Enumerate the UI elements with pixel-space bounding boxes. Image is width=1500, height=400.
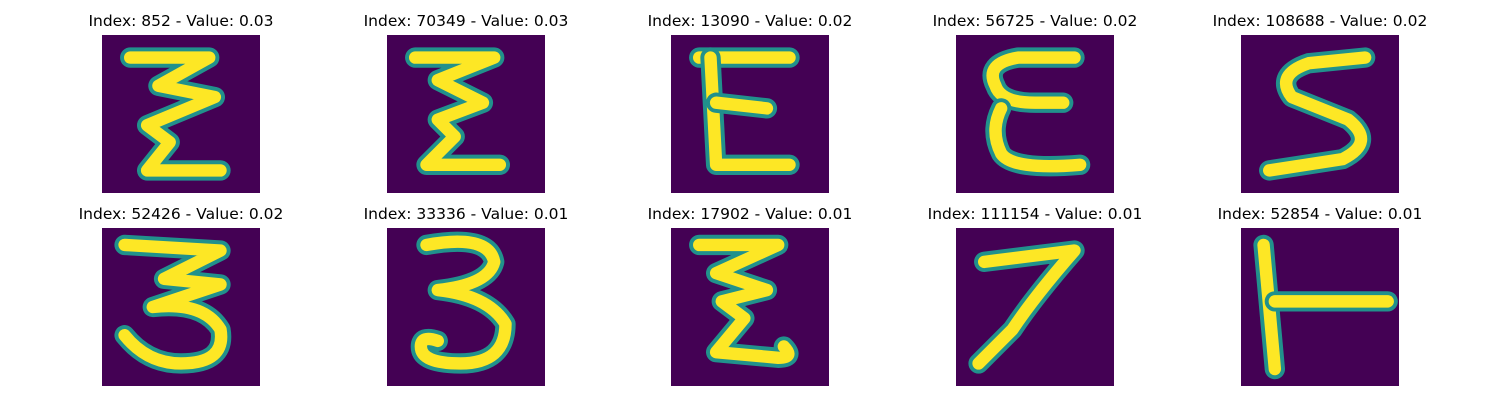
handwritten-curly-e-image (956, 35, 1114, 193)
panel-title: Index: 52426 - Value: 0.02 (78, 205, 284, 223)
panel-title: Index: 17902 - Value: 0.01 (647, 205, 853, 223)
panel-title: Index: 111154 - Value: 0.01 (927, 205, 1143, 223)
glyph-stroke (1263, 51, 1372, 177)
glyph-stroke (693, 238, 795, 364)
handwritten-zigzag-z-image (102, 35, 260, 193)
glyph-stroke (986, 51, 1081, 109)
panel-title: Index: 852 - Value: 0.03 (88, 12, 274, 30)
panel-title: Index: 70349 - Value: 0.03 (363, 12, 569, 30)
handwritten-digit-7-image (956, 228, 1114, 386)
panel-title: Index: 56725 - Value: 0.02 (932, 12, 1138, 30)
panel-title: Index: 13090 - Value: 0.02 (647, 12, 853, 30)
glyph-stroke (709, 96, 774, 115)
glyph-stroke (972, 244, 1081, 370)
panel-title: Index: 52854 - Value: 0.01 (1217, 205, 1423, 223)
glyph-stroke (124, 51, 227, 177)
handwritten-letter-t-rotated-image (1241, 228, 1399, 386)
glyph-stroke (414, 235, 512, 370)
handwritten-letter-s-image (1241, 35, 1399, 193)
handwritten-letter-e-image (671, 35, 829, 193)
panel-title: Index: 108688 - Value: 0.02 (1212, 12, 1428, 30)
panel-title: Index: 33336 - Value: 0.01 (363, 205, 569, 223)
glyph-stroke (989, 102, 1087, 173)
handwritten-zigzag-e-tail-image (671, 228, 829, 386)
handwritten-zigzag-e-image (387, 35, 545, 193)
glyph-stroke (118, 238, 228, 370)
handwritten-digit-3-loop-image (387, 228, 545, 386)
handwritten-digit-3-flat-image (102, 228, 260, 386)
glyph-stroke (409, 51, 507, 171)
